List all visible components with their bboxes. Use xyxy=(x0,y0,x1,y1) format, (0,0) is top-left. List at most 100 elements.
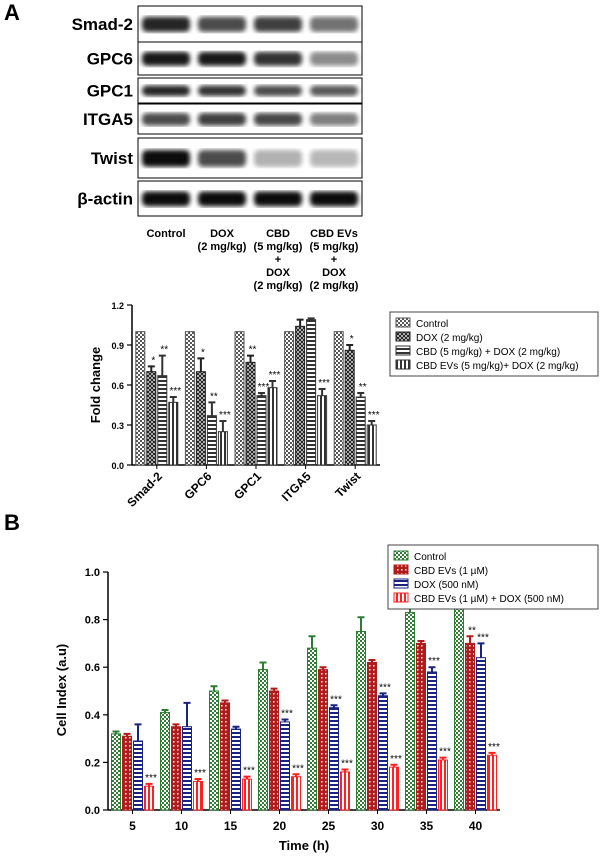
bar xyxy=(184,331,195,466)
bar xyxy=(122,735,132,811)
bar xyxy=(329,707,339,811)
bar xyxy=(171,726,181,811)
blot-column-label: (5 mg/kg) xyxy=(254,241,303,253)
bar xyxy=(317,395,328,466)
blot-row-label: Smad-2 xyxy=(72,15,133,34)
bar xyxy=(267,387,278,466)
significance-label: *** xyxy=(379,682,391,693)
significance-label: *** xyxy=(488,742,500,753)
blot-band xyxy=(310,51,358,66)
x-tick-label: 35 xyxy=(420,819,434,833)
legend-frame xyxy=(387,544,599,610)
legend-swatch xyxy=(395,359,411,370)
error-bar xyxy=(439,756,447,761)
error-bar xyxy=(194,778,202,782)
legend-swatch xyxy=(393,550,409,561)
significance-label: *** xyxy=(269,370,281,381)
legend-frame xyxy=(389,311,599,377)
error-bar xyxy=(292,773,300,777)
y-tick-label: 0.3 xyxy=(111,421,124,431)
blot-column-label: (2 mg/kg) xyxy=(310,280,359,292)
blot-band xyxy=(254,16,302,32)
bar xyxy=(306,319,317,466)
blot-column-label: Control xyxy=(146,228,185,240)
legend-swatch xyxy=(395,331,411,342)
significance-label: ** xyxy=(359,382,367,393)
error-bar xyxy=(368,659,376,663)
significance-label: *** xyxy=(318,378,330,389)
error-bar xyxy=(221,699,229,703)
error-bar xyxy=(112,730,120,734)
blot-band xyxy=(310,85,358,96)
blot-band xyxy=(254,113,302,126)
x-tick-label: 5 xyxy=(129,819,136,833)
bar xyxy=(269,690,279,811)
error-bar xyxy=(258,392,265,396)
bar xyxy=(367,661,377,811)
blot-band xyxy=(142,191,190,207)
bar xyxy=(438,759,448,811)
x-tick-label: GPC6 xyxy=(182,469,215,502)
bar xyxy=(318,669,328,811)
y-tick-label: 0.8 xyxy=(85,615,100,627)
bar xyxy=(231,728,241,811)
bar xyxy=(193,780,203,811)
blot-column-label: CBD xyxy=(266,228,290,240)
legend-swatch xyxy=(393,564,409,575)
blot-row-label: GPC6 xyxy=(87,50,133,69)
error-bar xyxy=(307,317,315,320)
error-bar xyxy=(341,768,349,772)
bar xyxy=(378,695,388,811)
error-bar xyxy=(390,763,398,768)
bar xyxy=(416,642,426,811)
error-bar xyxy=(281,718,289,722)
blot-column-label: DOX xyxy=(210,228,235,240)
y-tick-label: 0.0 xyxy=(85,805,100,817)
y-tick-label: 0.4 xyxy=(85,710,101,722)
error-bar xyxy=(161,709,169,713)
y-tick-label: 0.0 xyxy=(111,461,124,471)
panel-label: A xyxy=(4,0,20,25)
bar xyxy=(344,349,355,466)
y-tick-label: 0.6 xyxy=(111,381,124,391)
error-bar xyxy=(145,782,153,787)
x-tick-label: GPC1 xyxy=(231,469,264,502)
error-bar xyxy=(134,723,142,741)
significance-label: *** xyxy=(194,768,206,779)
blot-row-label: Twist xyxy=(91,149,134,168)
significance-label: *** xyxy=(390,754,402,765)
error-bar xyxy=(319,666,327,670)
blot-row-label: β-actin xyxy=(77,190,133,209)
error-bar xyxy=(357,392,365,397)
error-bar xyxy=(169,396,177,403)
bar xyxy=(389,766,399,811)
blot-column-label: (2 mg/kg) xyxy=(254,280,303,292)
error-bar xyxy=(269,380,276,388)
legend-label: CBD (5 mg/kg) + DOX (2 mg/kg) xyxy=(416,347,560,358)
blot-band xyxy=(198,150,246,167)
error-bar xyxy=(183,701,191,727)
bar xyxy=(157,375,168,466)
error-bar xyxy=(210,685,218,691)
blot-band xyxy=(198,85,246,96)
legend-swatch xyxy=(393,578,409,589)
legend-label: Control xyxy=(414,552,446,563)
x-tick-label: 40 xyxy=(469,819,483,833)
error-bar xyxy=(123,732,131,737)
blot-column-label: + xyxy=(331,254,337,266)
bar xyxy=(284,331,295,466)
significance-label: *** xyxy=(281,709,293,720)
error-bar xyxy=(308,635,316,649)
error-bar xyxy=(379,692,387,696)
legend-label: CBD EVs (1 µM) + DOX (500 nM) xyxy=(414,594,564,605)
bar xyxy=(168,401,179,466)
significance-label: *** xyxy=(292,763,304,774)
blot-band xyxy=(142,16,190,32)
legend-label: DOX (500 nM) xyxy=(414,580,478,591)
blot-band xyxy=(142,150,190,167)
blot-band xyxy=(254,191,302,207)
blot-band xyxy=(254,150,302,167)
y-tick-label: 0.2 xyxy=(85,757,100,769)
bar xyxy=(182,726,192,811)
x-tick-label: Twist xyxy=(332,469,363,500)
